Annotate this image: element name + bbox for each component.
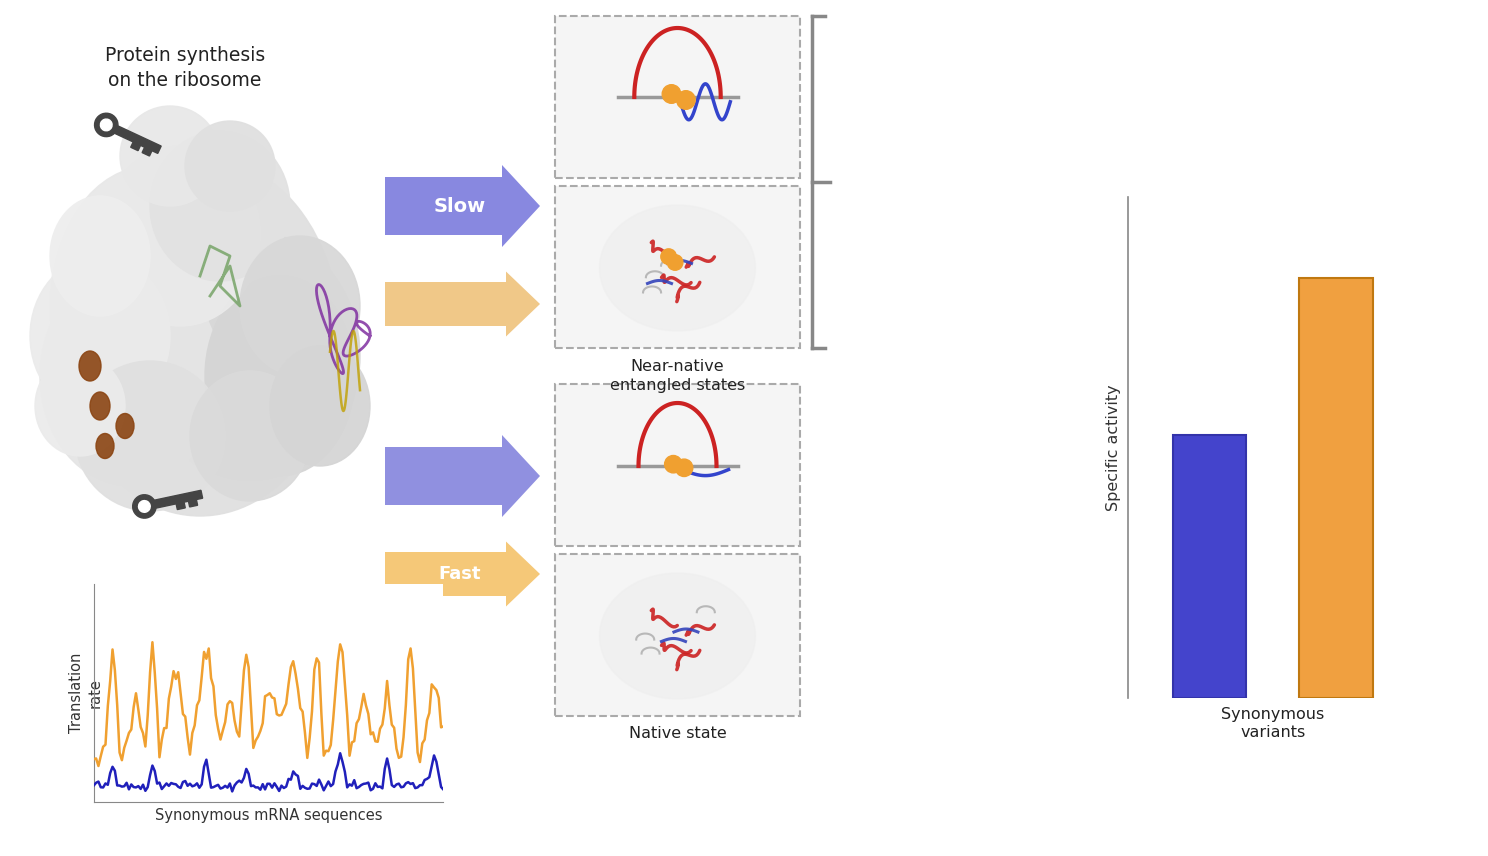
Ellipse shape: [97, 433, 115, 459]
FancyArrow shape: [385, 435, 540, 517]
Bar: [131, 140, 141, 151]
Text: Fast: Fast: [437, 565, 481, 583]
Bar: [137, 490, 202, 512]
Ellipse shape: [190, 371, 310, 501]
FancyArrow shape: [385, 271, 540, 336]
Ellipse shape: [121, 106, 220, 206]
Ellipse shape: [185, 121, 275, 211]
FancyBboxPatch shape: [555, 186, 801, 348]
Text: Slow: Slow: [433, 197, 485, 216]
Bar: [176, 501, 186, 509]
Bar: [1299, 278, 1372, 698]
Y-axis label: Specific activity: Specific activity: [1106, 384, 1120, 510]
Circle shape: [662, 85, 682, 104]
Ellipse shape: [51, 196, 150, 316]
Text: Native state: Native state: [628, 726, 726, 741]
Ellipse shape: [600, 205, 756, 331]
Ellipse shape: [150, 131, 290, 281]
FancyArrow shape: [385, 165, 540, 247]
FancyBboxPatch shape: [555, 554, 801, 716]
Ellipse shape: [205, 276, 356, 476]
Bar: [1174, 436, 1247, 698]
Bar: [187, 498, 198, 507]
Text: Protein synthesis
on the ribosome: Protein synthesis on the ribosome: [104, 46, 265, 90]
FancyBboxPatch shape: [555, 384, 801, 546]
Ellipse shape: [600, 573, 756, 699]
Circle shape: [95, 113, 118, 137]
Circle shape: [676, 459, 693, 477]
Circle shape: [138, 501, 150, 512]
Ellipse shape: [140, 231, 360, 481]
Bar: [143, 146, 152, 156]
Ellipse shape: [30, 256, 170, 416]
Ellipse shape: [100, 146, 260, 326]
FancyArrow shape: [385, 542, 540, 607]
Ellipse shape: [89, 392, 110, 420]
Ellipse shape: [40, 266, 220, 486]
X-axis label: Synonymous mRNA sequences: Synonymous mRNA sequences: [155, 807, 382, 823]
Circle shape: [665, 455, 682, 473]
Ellipse shape: [60, 156, 339, 516]
Ellipse shape: [240, 236, 360, 376]
Ellipse shape: [79, 351, 101, 381]
Text: Near-native
entangled states: Near-native entangled states: [610, 359, 745, 393]
Circle shape: [667, 254, 683, 270]
Ellipse shape: [269, 346, 371, 466]
Circle shape: [100, 119, 112, 131]
Circle shape: [661, 249, 677, 265]
Bar: [98, 119, 161, 153]
Ellipse shape: [74, 361, 225, 511]
Y-axis label: Translation
rate: Translation rate: [68, 653, 103, 733]
Ellipse shape: [51, 166, 250, 446]
FancyBboxPatch shape: [555, 16, 801, 178]
Ellipse shape: [116, 413, 134, 438]
Circle shape: [677, 91, 695, 110]
Circle shape: [132, 495, 156, 518]
Ellipse shape: [36, 356, 125, 456]
